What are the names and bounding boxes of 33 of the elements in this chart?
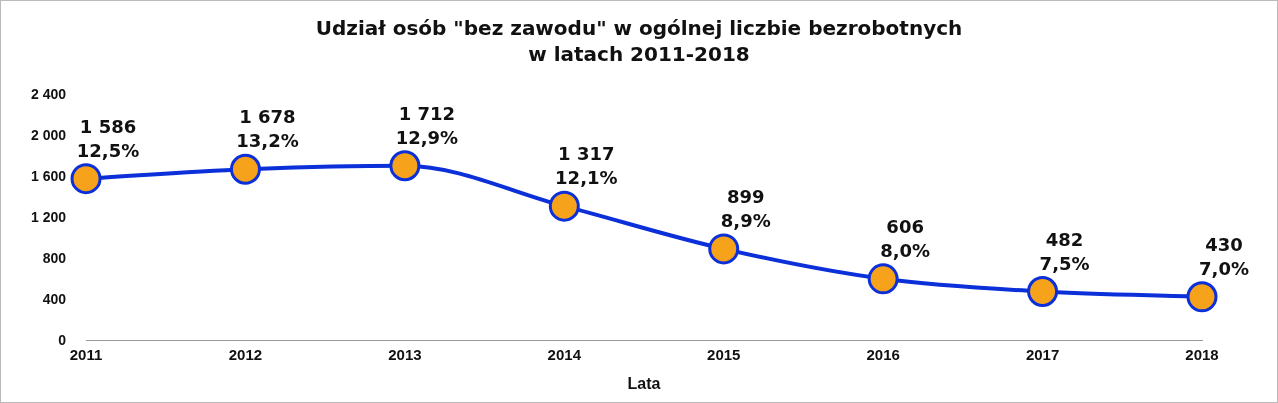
point (708, 233, 740, 265)
data-label: 1 317 12,1% (555, 143, 618, 189)
x-tick-label: 2011 (69, 345, 103, 363)
x-tick-label: 2017 (1025, 345, 1060, 363)
y-tick-label: 400 (42, 290, 67, 307)
x-tick-label: 2012 (228, 345, 263, 363)
data-label: 430 7,0% (1199, 233, 1249, 279)
y-tick-label: 800 (42, 249, 67, 266)
point (548, 190, 580, 222)
point (867, 263, 899, 295)
x-tick-label: 2018 (1185, 345, 1219, 363)
y-tick-label: 0 (58, 331, 67, 348)
y-tick-label: 2 000 (30, 127, 67, 144)
data-label: 1 712 12,9% (395, 102, 459, 148)
y-tick-label: 1 200 (30, 208, 67, 225)
point (70, 163, 102, 195)
point (1186, 281, 1218, 313)
data-label: 606 8,0% (880, 215, 931, 261)
x-tick-label: 2013 (388, 345, 422, 363)
point (389, 150, 421, 182)
chart-title: Udział osób "bez zawodu" w ogólnej liczbie bezrobotnych w latach 2011-2018 (314, 15, 964, 67)
x-tick-label: 2015 (707, 345, 741, 363)
data-label: 1 586 12,5% (76, 115, 140, 161)
data-label: 1 678 13,2% (236, 106, 299, 152)
y-tick-label: 2 400 (30, 86, 67, 103)
point (1027, 276, 1059, 308)
x-axis-title: Lata (627, 374, 661, 392)
y-tick-label: 1 600 (30, 168, 67, 185)
data-label: 482 7,5% (1039, 228, 1090, 274)
x-tick-label: 2014 (547, 345, 582, 363)
x-tick-label: 2016 (866, 345, 900, 363)
point (229, 153, 261, 185)
data-label: 899 8,9% (720, 185, 771, 231)
